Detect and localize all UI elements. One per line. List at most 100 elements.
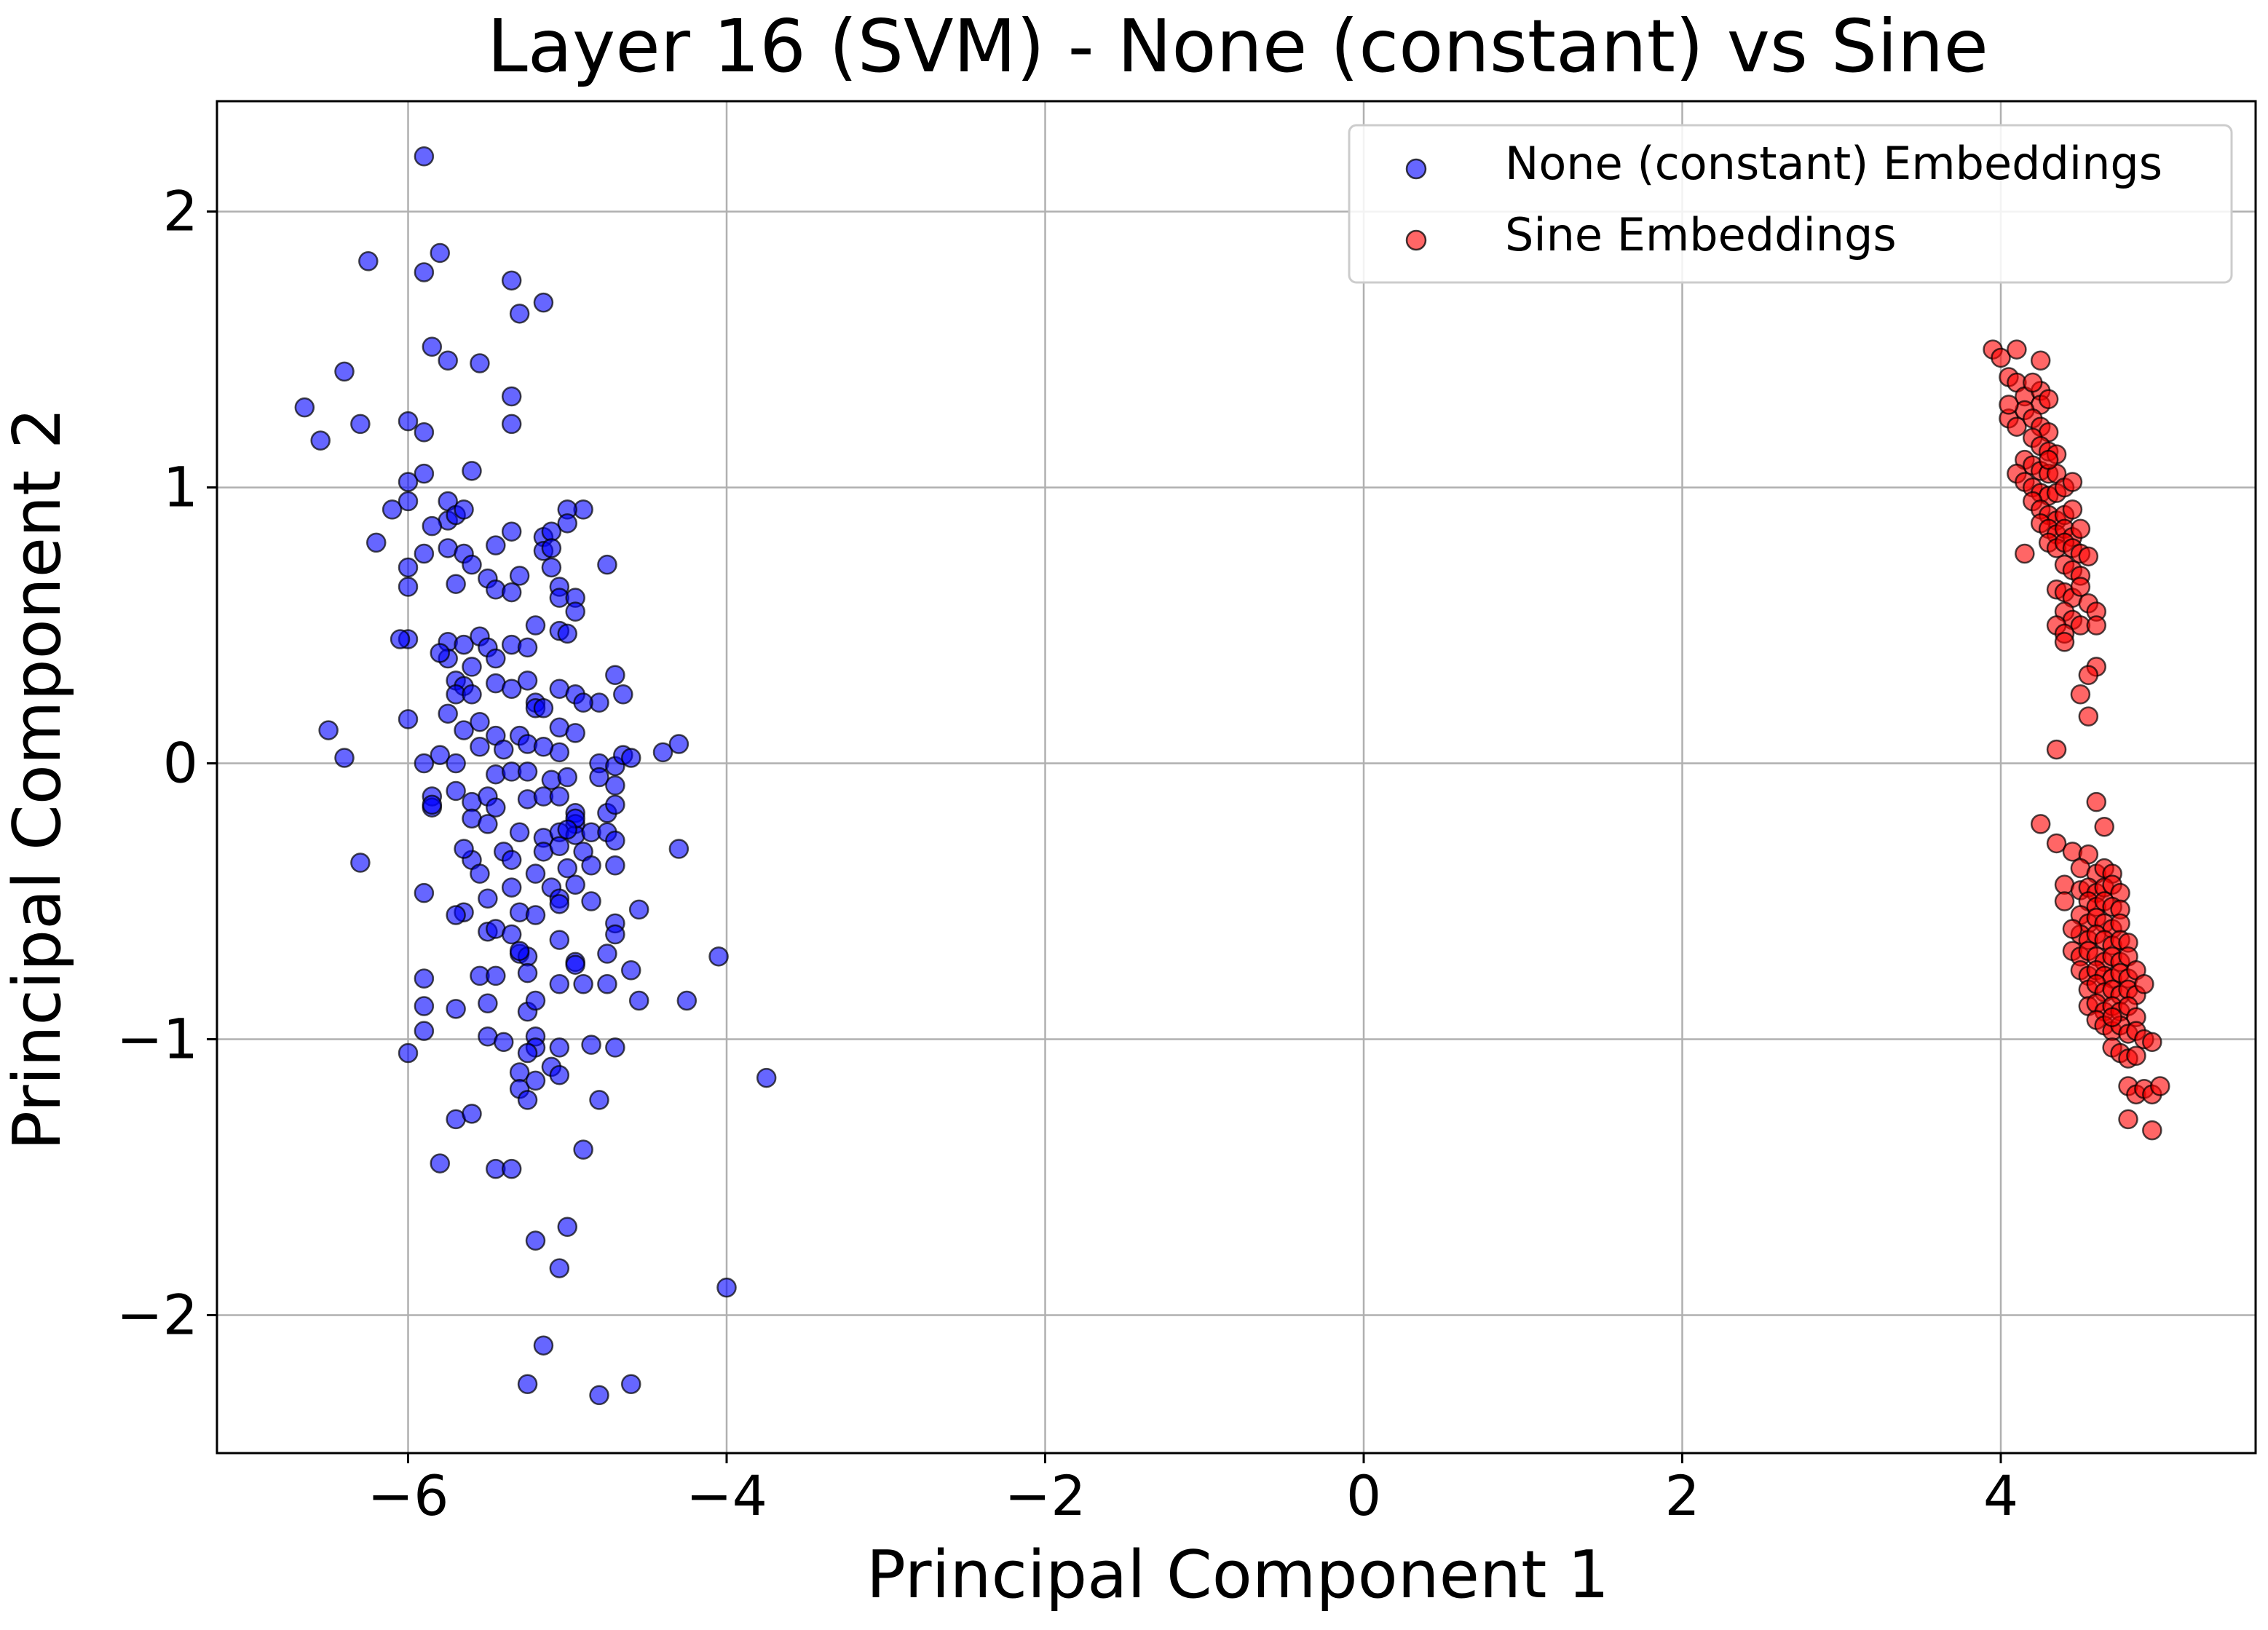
data-point-none-constant [525,1230,546,1251]
data-point-sine [2070,577,2091,597]
data-point-sine [2046,739,2067,760]
data-point-none-constant [358,251,379,272]
data-point-none-constant [422,336,443,357]
data-point-none-constant [652,742,673,763]
data-point-none-constant [454,839,474,859]
data-point-none-constant [462,461,482,481]
data-point-none-constant [334,361,355,382]
x-tick-label: −4 [686,1463,767,1528]
data-point-sine [2054,632,2075,652]
x-gridlines [407,101,2002,1453]
data-point-none-constant [668,734,690,754]
data-point-none-constant [486,535,506,555]
data-point-none-constant [509,941,530,962]
data-point-none-constant [589,1385,609,1406]
data-point-none-constant [501,414,522,435]
data-point-none-constant [462,657,482,677]
data-point-sine [2070,684,2091,705]
data-point-sine [1999,395,2019,415]
data-point-sine [1991,347,2011,368]
data-point-none-constant [350,852,371,873]
data-point-none-constant [414,422,435,443]
legend-marker-none-constant [1405,158,1427,180]
data-point-sine [2142,1120,2162,1141]
x-tick-label: 2 [1664,1463,1699,1528]
data-point-none-constant [382,499,403,520]
y-tick-label: 1 [163,455,198,520]
data-point-none-constant [605,924,625,945]
legend-label-none-constant: None (constant) Embeddings [1505,137,2162,190]
data-point-none-constant [509,566,530,586]
data-point-none-constant [581,855,601,876]
data-point-none-constant [446,780,466,802]
data-point-none-constant [486,797,506,818]
data-point-none-constant [501,850,522,870]
data-point-none-constant [470,353,490,373]
data-point-none-constant [676,990,698,1011]
data-point-none-constant [509,822,530,843]
data-point-sine [2078,665,2099,686]
legend-marker-sine [1405,229,1427,251]
legend: None (constant) Embeddings Sine Embeddin… [1348,124,2233,284]
data-point-none-constant [517,962,538,984]
data-point-none-constant [549,1037,570,1058]
data-point-none-constant [605,794,625,815]
data-point-none-constant [517,670,538,691]
data-point-none-constant [756,1067,777,1088]
data-point-sine [2054,891,2075,911]
data-point-sine [2110,913,2130,934]
data-point-none-constant [716,1277,737,1298]
data-point-none-constant [414,543,435,564]
data-point-none-constant [454,720,474,740]
data-point-none-constant [430,745,450,765]
data-point-none-constant [398,557,419,578]
y-tick-label: −2 [116,1283,198,1348]
data-point-sine [2086,791,2106,812]
data-point-none-constant [398,1043,419,1064]
data-point-none-constant [549,786,570,807]
data-point-none-constant [398,472,419,492]
data-point-none-constant [605,1037,625,1058]
data-point-none-constant [414,996,435,1016]
data-point-none-constant [581,1034,601,1055]
x-tick-label: 0 [1346,1463,1381,1528]
data-point-none-constant [525,905,546,925]
data-point-none-constant [454,634,474,655]
data-point-none-constant [541,521,562,542]
data-point-none-constant [708,946,729,967]
data-point-none-constant [414,882,435,903]
chart-title: Layer 16 (SVM) - None (constant) vs Sine [487,4,1988,89]
data-point-none-constant [668,839,690,859]
data-point-none-constant [501,678,522,699]
x-tick-label: −6 [367,1463,449,1528]
data-point-sine [2070,518,2091,539]
data-point-sine [2038,449,2059,470]
data-point-none-constant [621,748,641,768]
data-point-none-constant [549,930,570,950]
data-point-none-constant [549,973,570,994]
data-point-none-constant [350,414,371,435]
data-point-none-constant [494,1032,514,1053]
x-tick-label: 4 [1983,1463,2018,1528]
data-point-none-constant [462,554,482,575]
data-point-none-constant [557,858,577,879]
data-point-none-constant [573,692,593,713]
data-point-none-constant [549,836,570,856]
data-point-none-constant [478,814,498,834]
data-point-none-constant [430,643,450,663]
data-point-none-constant [557,767,577,788]
data-point-none-constant [525,1070,546,1091]
data-point-none-constant [398,491,419,512]
data-point-none-constant [605,855,625,876]
data-point-none-constant [422,794,443,815]
data-point-sine [2102,1007,2122,1027]
data-point-none-constant [501,386,522,407]
data-point-none-constant [628,899,649,920]
data-point-none-constant [414,146,435,167]
data-point-none-constant [494,739,514,760]
data-point-none-constant [486,648,506,669]
data-point-none-constant [525,615,546,636]
data-point-none-constant [414,753,435,774]
data-point-sine [2030,350,2051,371]
